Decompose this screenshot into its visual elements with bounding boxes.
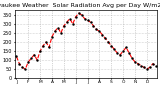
- Title: Milwaukee Weather  Solar Radiation Avg per Day W/m2/minute: Milwaukee Weather Solar Radiation Avg pe…: [0, 3, 160, 8]
